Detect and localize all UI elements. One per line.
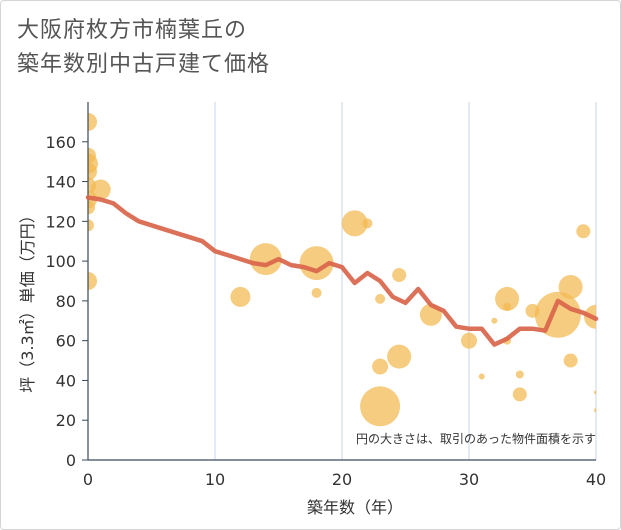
bubble-point <box>88 162 97 181</box>
y-tick-label: 80 <box>56 292 76 311</box>
bubble-point <box>299 246 334 281</box>
bubble-point <box>503 302 512 311</box>
bubble-size-note: 円の大きさは、取引のあった物件面積を示す <box>356 431 596 446</box>
bubble-point <box>311 287 322 298</box>
chart-title: 大阪府枚方市楠葉丘の 築年数別中古戸建て価格 <box>17 14 270 82</box>
bubble-point <box>90 179 111 200</box>
y-tick-label: 160 <box>45 133 76 152</box>
bubble-point <box>576 224 591 239</box>
bubble-point <box>558 274 583 299</box>
bubble-point <box>362 218 373 229</box>
chart-title-line-2: 築年数別中古戸建て価格 <box>17 52 271 77</box>
x-axis-label: 築年数（年） <box>307 498 403 517</box>
y-tick-label: 140 <box>45 173 76 192</box>
bubble-point <box>491 317 498 324</box>
bubble-point <box>341 210 368 237</box>
bubble-point <box>461 332 477 349</box>
x-tick-label: 0 <box>83 470 93 489</box>
y-tick-label: 120 <box>45 212 76 231</box>
trend-layer <box>85 195 599 347</box>
chart-title-line-1: 大阪府枚方市楠葉丘の <box>17 18 248 43</box>
bubble-point <box>563 353 578 368</box>
bubble-point <box>594 408 596 413</box>
bubble-point <box>88 200 95 215</box>
axes <box>82 102 596 461</box>
x-tick-label: 10 <box>205 470 225 489</box>
bubble-point <box>495 286 520 311</box>
grid-lines <box>214 102 597 460</box>
bubble-point <box>372 358 389 375</box>
y-axis-label: 坪（3.3㎡）単価（万円） <box>18 207 37 392</box>
x-tick-label: 40 <box>586 470 606 489</box>
bubble-point <box>375 293 386 304</box>
tick-labels: 0 10 20 30 40 0 20 40 60 80 100 120 140 160 <box>45 133 606 489</box>
y-tick-label: 0 <box>66 451 76 470</box>
bubble-point <box>478 373 485 380</box>
bubble-point <box>360 386 401 427</box>
bubble-point <box>512 387 527 402</box>
x-tick-label: 30 <box>459 470 479 489</box>
bubble-point <box>594 390 596 395</box>
bubble-point <box>88 272 97 290</box>
trend-line <box>85 195 599 347</box>
y-tick-label: 100 <box>45 252 76 271</box>
bubble-point <box>249 243 282 276</box>
bubble-point <box>515 370 524 379</box>
bubble-point <box>230 286 251 307</box>
y-tick-label: 40 <box>56 371 76 390</box>
x-tick-label: 20 <box>332 470 352 489</box>
bubble-point <box>392 268 407 283</box>
bubble-point <box>88 112 97 131</box>
bubble-point <box>88 219 94 232</box>
y-tick-label: 60 <box>56 332 76 351</box>
bubble-point <box>387 344 412 369</box>
y-tick-label: 20 <box>56 411 76 430</box>
